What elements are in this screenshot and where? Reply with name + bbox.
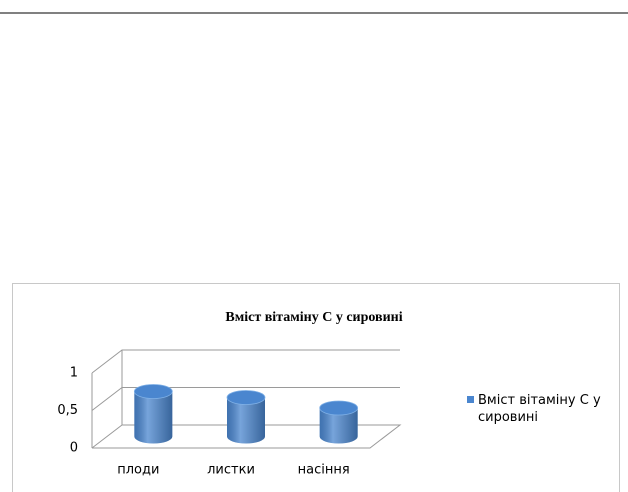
- bar-shade: [319, 408, 358, 444]
- chart-title: Вміст вітаміну С у сировині: [225, 310, 402, 325]
- bar-shade: [134, 391, 173, 444]
- x-tick-label: плоди: [117, 463, 159, 478]
- grid-line: [91, 424, 402, 449]
- legend-label: Вміст вітаміну С у сировині: [478, 393, 601, 425]
- bar-top: [319, 400, 359, 416]
- y-tick-label: 0,5: [57, 403, 78, 418]
- y-tick-label: 0: [70, 441, 78, 456]
- bar-top: [226, 390, 266, 405]
- bar-shade: [227, 397, 265, 444]
- x-tick-label: листки: [207, 463, 255, 478]
- bar-top: [133, 384, 173, 399]
- x-tick-label: насіння: [298, 463, 350, 478]
- legend-swatch: [467, 396, 474, 403]
- y-tick-label: 1: [70, 366, 78, 381]
